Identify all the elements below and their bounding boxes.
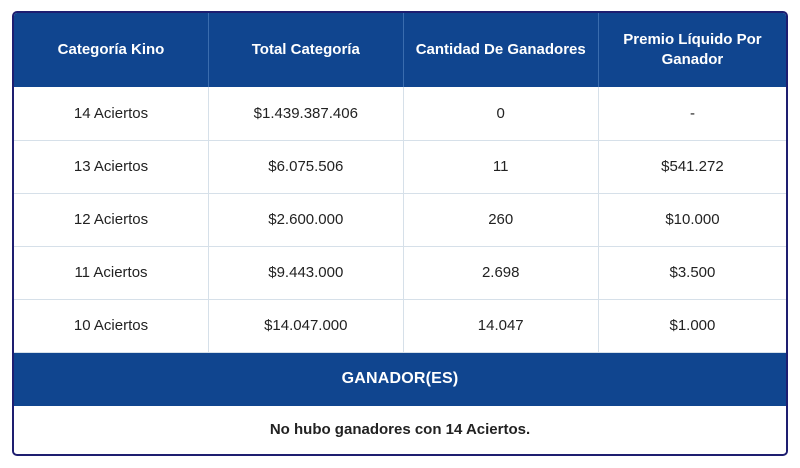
winners-band-row: GANADOR(ES): [14, 351, 786, 406]
column-header-categoria-kino: Categoría Kino: [14, 13, 210, 87]
cell-categoria: 12 Aciertos: [14, 192, 210, 246]
cell-total-categoria: $6.075.506: [208, 139, 404, 193]
table-row: 11 Aciertos $9.443.000 2.698 $3.500: [14, 245, 786, 299]
column-header-cantidad-ganadores: Cantidad De Ganadores: [403, 13, 599, 87]
cell-cantidad-ganadores: 2.698: [403, 245, 599, 299]
cell-cantidad-ganadores: 0: [403, 87, 599, 140]
column-header-premio-liquido: Premio Líquido Por Ganador: [598, 13, 786, 87]
cell-premio-liquido: $3.500: [598, 245, 786, 299]
cell-cantidad-ganadores: 11: [403, 139, 599, 193]
cell-premio-liquido: $541.272: [598, 139, 786, 193]
cell-premio-liquido: -: [598, 87, 786, 140]
cell-categoria: 11 Aciertos: [14, 245, 210, 299]
cell-cantidad-ganadores: 14.047: [403, 298, 599, 352]
cell-total-categoria: $14.047.000: [208, 298, 404, 352]
header-row: Categoría Kino Total Categoría Cantidad …: [14, 13, 786, 87]
winners-band-label: GANADOR(ES): [14, 351, 786, 406]
kino-results-table: Categoría Kino Total Categoría Cantidad …: [12, 11, 788, 456]
table-body: 14 Aciertos $1.439.387.406 0 - 13 Aciert…: [14, 87, 786, 453]
cell-total-categoria: $1.439.387.406: [208, 87, 404, 140]
cell-categoria: 14 Aciertos: [14, 87, 210, 140]
cell-premio-liquido: $10.000: [598, 192, 786, 246]
cell-total-categoria: $2.600.000: [208, 192, 404, 246]
cell-categoria: 10 Aciertos: [14, 298, 210, 352]
cell-cantidad-ganadores: 260: [403, 192, 599, 246]
cell-premio-liquido: $1.000: [598, 298, 786, 352]
results-table-grid: Categoría Kino Total Categoría Cantidad …: [14, 13, 786, 453]
table-row: 14 Aciertos $1.439.387.406 0 -: [14, 87, 786, 140]
cell-categoria: 13 Aciertos: [14, 139, 210, 193]
table-row: 12 Aciertos $2.600.000 260 $10.000: [14, 192, 786, 246]
table-row: 13 Aciertos $6.075.506 11 $541.272: [14, 139, 786, 193]
column-header-total-categoria: Total Categoría: [208, 13, 404, 87]
table-row: 10 Aciertos $14.047.000 14.047 $1.000: [14, 298, 786, 352]
winners-note-text: No hubo ganadores con 14 Aciertos.: [14, 406, 786, 453]
cell-total-categoria: $9.443.000: [208, 245, 404, 299]
winners-note-row: No hubo ganadores con 14 Aciertos.: [14, 406, 786, 453]
table-header: Categoría Kino Total Categoría Cantidad …: [14, 13, 786, 87]
